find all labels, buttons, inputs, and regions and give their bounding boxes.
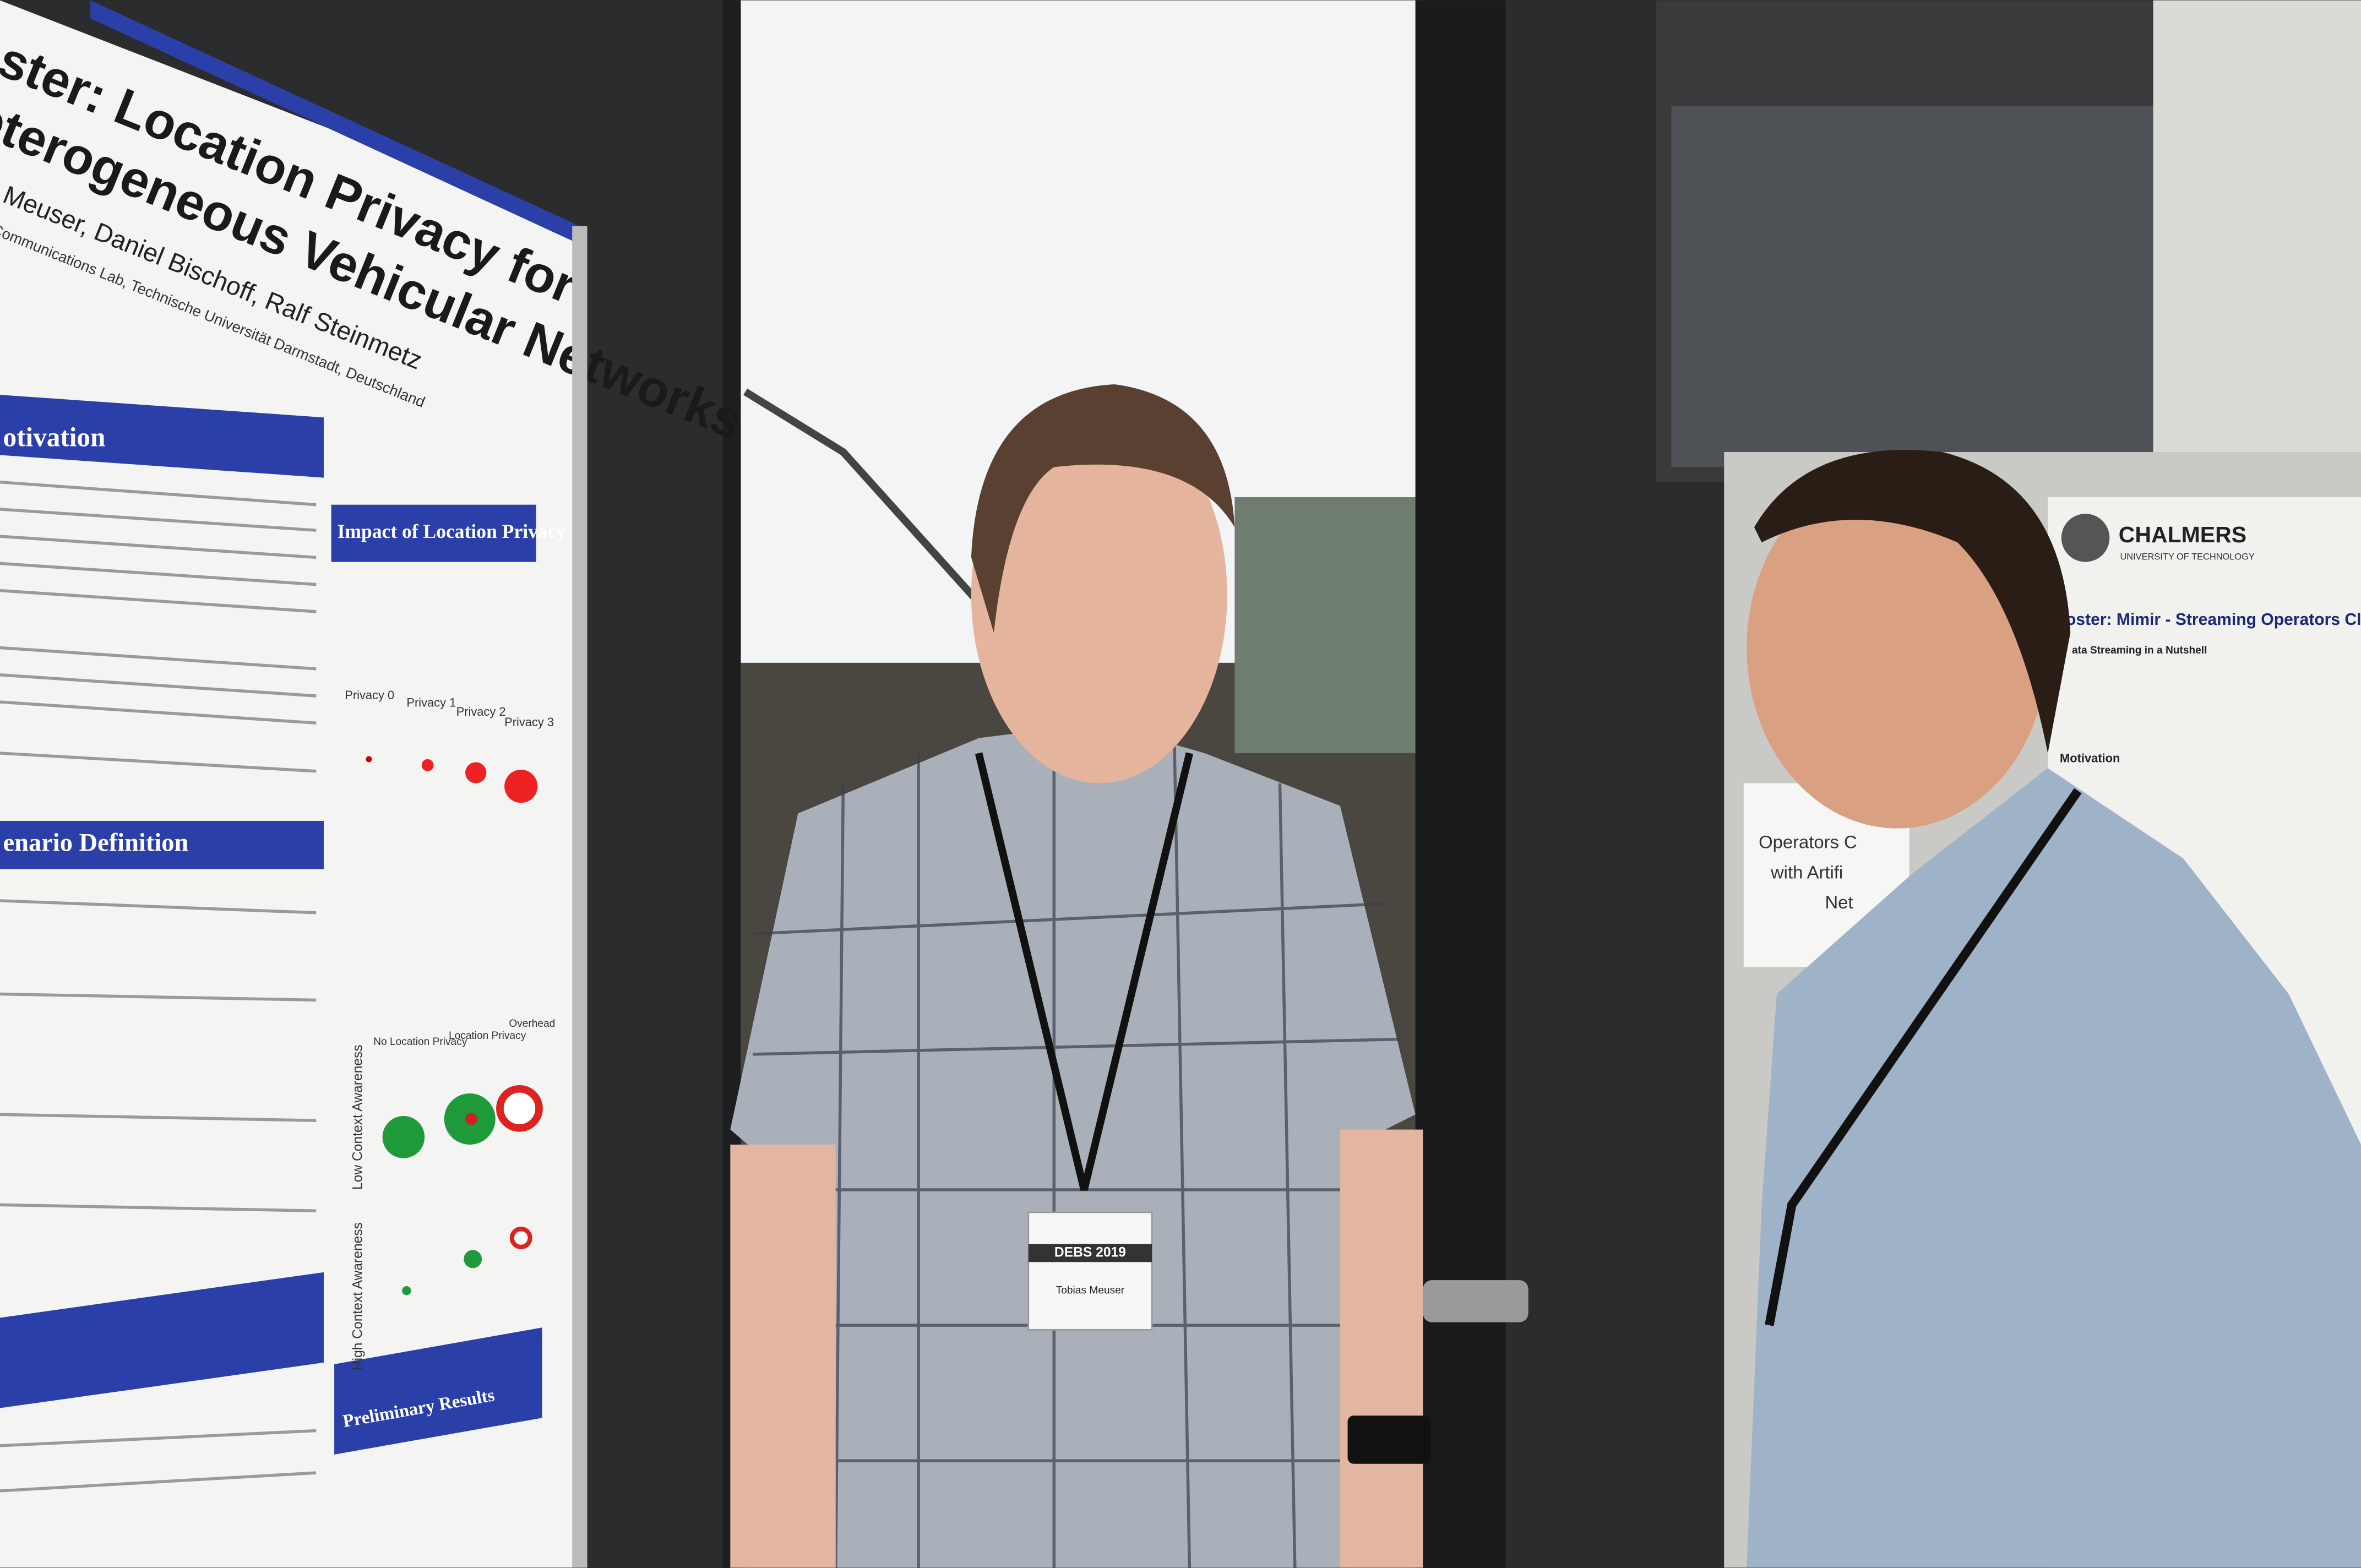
right-poster-title: oster: Mimir - Streaming Operators Cl bbox=[2066, 611, 2361, 629]
table-header: Overhead bbox=[509, 1018, 555, 1030]
overhead-circle bbox=[509, 1227, 532, 1250]
sign-line: Operators C bbox=[1759, 832, 1857, 852]
section-heading: enario Definition bbox=[3, 829, 188, 857]
row-label: High Context Awareness bbox=[350, 1222, 365, 1370]
green-circle bbox=[402, 1286, 411, 1295]
privacy-label: Privacy 3 bbox=[504, 715, 554, 729]
door-handle bbox=[1423, 1280, 1528, 1322]
tree bbox=[1234, 497, 1419, 753]
blinds bbox=[1671, 106, 2168, 467]
arm bbox=[730, 1144, 836, 1568]
right-section: Motivation bbox=[2060, 752, 2120, 765]
poster-text bbox=[0, 480, 317, 1493]
door-post bbox=[1415, 0, 1506, 1568]
badge-event: DEBS 2019 bbox=[1054, 1245, 1126, 1260]
arm bbox=[1340, 1129, 1423, 1568]
blue-shirt bbox=[1747, 768, 2361, 1568]
badge-band bbox=[1028, 1244, 1152, 1262]
section-bar bbox=[334, 1327, 542, 1455]
privacy-dot bbox=[504, 770, 538, 803]
privacy-dot bbox=[366, 756, 372, 763]
red-dot bbox=[465, 1113, 477, 1125]
privacy-label: Privacy 0 bbox=[345, 688, 394, 702]
section-bar bbox=[0, 821, 324, 869]
sign-line: with Artifi bbox=[1770, 862, 1843, 882]
right-section: ata Streaming in a Nutshell bbox=[2072, 645, 2207, 656]
section-heading: otivation bbox=[3, 422, 105, 452]
privacy-dot bbox=[465, 762, 487, 783]
sign-line: Net bbox=[1825, 892, 1853, 912]
lanyard bbox=[1765, 788, 2082, 1326]
hair bbox=[1754, 450, 2071, 753]
section-bar bbox=[0, 1272, 324, 1408]
section-bar bbox=[331, 504, 536, 562]
plaid-pattern bbox=[753, 738, 1401, 1568]
overhead-circle bbox=[496, 1085, 543, 1132]
badge bbox=[1027, 1211, 1153, 1331]
chalmers-logo bbox=[2061, 514, 2110, 562]
section-heading: Impact of Location Privacy bbox=[338, 520, 567, 542]
institution: CHALMERS bbox=[2119, 522, 2246, 547]
poster-board-edge bbox=[572, 226, 587, 1568]
privacy-label: Privacy 1 bbox=[406, 695, 456, 709]
institution-sub: UNIVERSITY OF TECHNOLOGY bbox=[2120, 552, 2254, 562]
table-header: Location Privacy bbox=[449, 1030, 526, 1042]
left-poster bbox=[0, 0, 580, 1568]
section-bar bbox=[0, 395, 324, 478]
ceiling-wall bbox=[2153, 0, 2361, 498]
poster-stripe bbox=[90, 0, 580, 244]
green-circle bbox=[464, 1250, 482, 1268]
row-label: Low Context Awareness bbox=[350, 1044, 365, 1190]
railing bbox=[743, 388, 982, 606]
privacy-dot bbox=[421, 759, 434, 771]
hair bbox=[971, 384, 1235, 633]
badge-name: Tobias Meuser bbox=[1056, 1284, 1125, 1296]
face bbox=[971, 406, 1227, 783]
privacy-label: Privacy 2 bbox=[456, 705, 506, 718]
watch bbox=[1347, 1415, 1430, 1464]
lanyard bbox=[975, 752, 1194, 1191]
green-circle bbox=[382, 1116, 425, 1158]
table-header: No Location Privacy bbox=[373, 1036, 467, 1048]
